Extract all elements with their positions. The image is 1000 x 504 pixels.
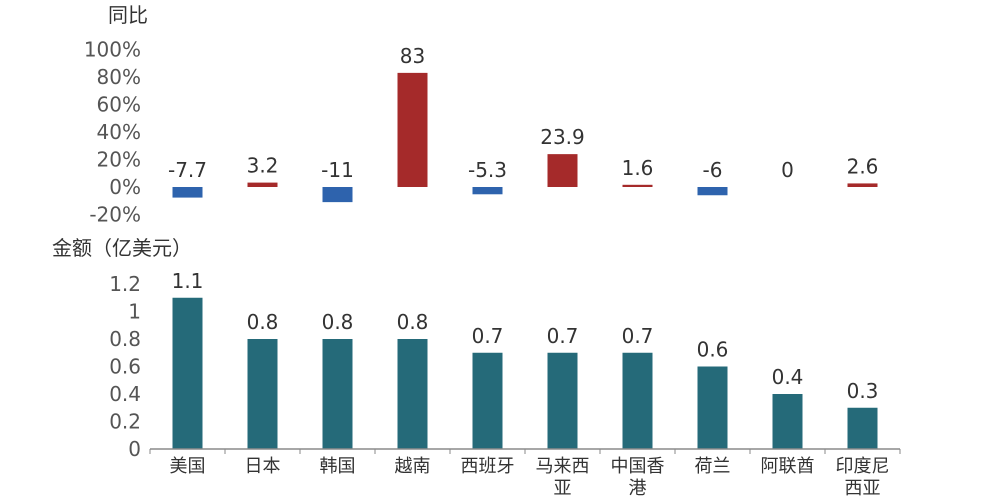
amount-tick-label: 0.8 <box>109 327 141 351</box>
amount-tick-label: 1 <box>128 300 141 324</box>
yoy-value-label: 23.9 <box>540 125 585 149</box>
yoy-value-label: -7.7 <box>168 158 207 182</box>
yoy-value-label: 0 <box>781 158 794 182</box>
amount-axis-title: 金额（亿美元） <box>52 236 192 260</box>
amount-value-label: 0.8 <box>322 310 354 334</box>
yoy-tick-label: 80% <box>97 65 141 89</box>
category-label: 印度尼西亚 <box>836 456 890 499</box>
category-label: 越南 <box>395 456 431 477</box>
yoy-bar <box>247 182 278 187</box>
yoy-tick-label: 60% <box>97 93 141 117</box>
yoy-value-label: -6 <box>703 158 723 182</box>
yoy-value-label: -11 <box>321 158 354 182</box>
yoy-value-label: 1.6 <box>622 156 654 180</box>
amount-tick-label: 0.6 <box>109 355 141 379</box>
amount-bar <box>847 407 878 449</box>
yoy-panel: 同比 100% 80% 60% 40% 20% 0% -20% -7.7 3.2 -11 83 -5.3… <box>84 3 879 227</box>
amount-value-label: 0.4 <box>772 365 804 389</box>
amount-bar <box>247 339 278 449</box>
yoy-bar <box>397 72 428 187</box>
amount-value-label: 0.6 <box>697 338 729 362</box>
amount-bar <box>697 366 728 449</box>
yoy-tick-label: -20% <box>89 203 141 227</box>
amount-value-label: 0.3 <box>847 379 879 403</box>
yoy-tick-label: 100% <box>84 38 141 62</box>
yoy-axis-title: 同比 <box>108 3 148 27</box>
yoy-tick-label: 40% <box>97 120 141 144</box>
yoy-bar <box>547 154 578 187</box>
amount-value-label: 0.7 <box>547 324 579 348</box>
category-label: 马来西亚 <box>536 456 590 499</box>
yoy-bar <box>697 187 728 196</box>
amount-value-label: 0.8 <box>397 310 429 334</box>
category-label: 韩国 <box>320 456 356 477</box>
yoy-value-label: 3.2 <box>247 154 279 178</box>
amount-value-label: 0.7 <box>472 324 504 348</box>
amount-value-label: 0.7 <box>622 324 654 348</box>
amount-tick-label: 0 <box>128 437 141 461</box>
amount-bar <box>772 394 803 449</box>
amount-bar <box>547 352 578 449</box>
amount-bar <box>172 297 203 449</box>
amount-bar <box>322 339 353 449</box>
category-label: 美国 <box>170 456 206 477</box>
category-label: 阿联酋 <box>761 456 815 477</box>
amount-bar <box>397 339 428 449</box>
amount-bar <box>622 352 653 449</box>
yoy-tick-label: 0% <box>109 175 141 199</box>
yoy-tick-label: 20% <box>97 148 141 172</box>
category-label: 荷兰 <box>695 456 731 477</box>
amount-value-label: 1.1 <box>172 269 204 293</box>
category-label: 西班牙 <box>461 456 515 477</box>
yoy-bar <box>622 184 653 187</box>
amount-tick-label: 0.4 <box>109 382 141 406</box>
yoy-value-label: -5.3 <box>468 158 507 182</box>
amount-tick-label: 0.2 <box>109 410 141 434</box>
category-label: 中国香港 <box>611 456 665 499</box>
amount-tick-label: 1.2 <box>109 272 141 296</box>
amount-value-label: 0.8 <box>247 310 279 334</box>
amount-panel: 金额（亿美元） 1.2 1 0.8 0.6 0.4 0.2 0 1.1 0.8 0.8 0.8 0.7 0… <box>52 236 901 499</box>
category-label: 日本 <box>245 456 281 477</box>
yoy-value-label: 2.6 <box>847 154 879 178</box>
amount-bar <box>472 352 503 449</box>
yoy-value-label: 83 <box>400 44 425 68</box>
yoy-bar <box>847 183 878 187</box>
yoy-bar <box>172 187 203 198</box>
yoy-bar <box>472 187 503 195</box>
yoy-bar <box>322 187 353 203</box>
